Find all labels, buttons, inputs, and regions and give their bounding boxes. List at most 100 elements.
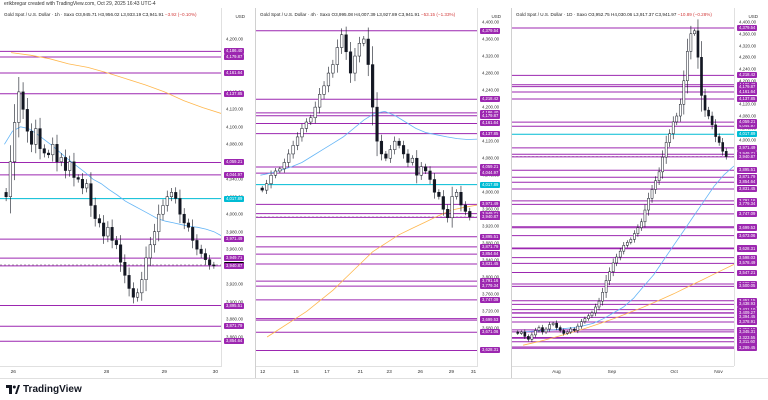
candle-body[interactable]: [131, 288, 135, 298]
candle-body[interactable]: [450, 196, 454, 219]
candle-body[interactable]: [199, 248, 203, 254]
candle-body[interactable]: [424, 166, 428, 172]
chart-pane-1h[interactable]: Gold Spot / U.S. Dollar · 1h · Saxo O3,9…: [0, 8, 256, 378]
candle-body[interactable]: [357, 43, 361, 57]
candle-body[interactable]: [717, 136, 721, 143]
candle-body[interactable]: [541, 327, 544, 333]
candle-body[interactable]: [661, 156, 664, 173]
candle-body[interactable]: [590, 312, 594, 317]
candle-body[interactable]: [68, 161, 72, 171]
candle-body[interactable]: [519, 331, 523, 334]
candle-body[interactable]: [335, 47, 339, 65]
candle-body[interactable]: [721, 142, 725, 152]
candle-body[interactable]: [114, 240, 118, 246]
candle-body[interactable]: [273, 170, 278, 176]
candle-body[interactable]: [597, 300, 601, 308]
candle-body[interactable]: [555, 322, 558, 328]
moving-average-blue[interactable]: [523, 165, 734, 333]
candle-body[interactable]: [55, 144, 59, 163]
candle-body[interactable]: [668, 133, 672, 143]
candle-body[interactable]: [437, 192, 441, 197]
candle-body[interactable]: [558, 327, 562, 331]
candle-body[interactable]: [468, 211, 472, 218]
candle-body[interactable]: [93, 205, 97, 219]
candle-body[interactable]: [576, 325, 580, 331]
candle-body[interactable]: [21, 91, 25, 110]
candle-body[interactable]: [629, 239, 633, 243]
tradingview-logo[interactable]: TradingView: [6, 383, 82, 395]
candle-body[interactable]: [191, 227, 195, 241]
candle-body[interactable]: [454, 192, 459, 197]
candle-body[interactable]: [182, 213, 186, 224]
moving-average-blue[interactable]: [260, 110, 478, 176]
candle-body[interactable]: [569, 328, 573, 333]
candle-body[interactable]: [34, 128, 38, 145]
candle-body[interactable]: [710, 115, 714, 126]
candle-body[interactable]: [326, 72, 331, 87]
candle-body[interactable]: [375, 106, 379, 142]
candle-body[interactable]: [678, 104, 682, 117]
candle-body[interactable]: [537, 327, 541, 331]
candle-body[interactable]: [344, 34, 348, 53]
candle-body[interactable]: [583, 318, 587, 322]
candle-body[interactable]: [85, 183, 89, 189]
candle-body[interactable]: [406, 153, 410, 163]
candle-body[interactable]: [608, 271, 611, 281]
candle-body[interactable]: [724, 151, 728, 157]
candle-body[interactable]: [654, 180, 657, 190]
candle-body[interactable]: [611, 262, 615, 272]
candle-body[interactable]: [393, 140, 397, 150]
candle-body[interactable]: [366, 38, 370, 65]
candle-body[interactable]: [714, 124, 717, 137]
candle-body[interactable]: [362, 38, 366, 44]
candle-body[interactable]: [110, 227, 114, 241]
candle-body[interactable]: [309, 117, 313, 123]
candle-body[interactable]: [269, 174, 273, 184]
candle-body[interactable]: [640, 221, 643, 228]
candle-body[interactable]: [527, 336, 530, 340]
candle-body[interactable]: [604, 280, 608, 293]
candle-body[interactable]: [318, 94, 322, 108]
candle-body[interactable]: [76, 177, 80, 180]
candle-body[interactable]: [63, 157, 68, 171]
candle-body[interactable]: [291, 145, 295, 155]
candle-body[interactable]: [463, 204, 467, 212]
candle-body[interactable]: [17, 91, 21, 123]
candle-body[interactable]: [140, 279, 144, 294]
candle-body[interactable]: [636, 227, 640, 234]
candle-body[interactable]: [647, 198, 650, 211]
candle-body[interactable]: [618, 250, 622, 258]
candle-body[interactable]: [657, 171, 661, 181]
candle-body[interactable]: [601, 292, 604, 302]
candle-body[interactable]: [212, 264, 216, 267]
candle-body[interactable]: [415, 157, 419, 176]
candle-body[interactable]: [551, 322, 555, 325]
time-axis[interactable]: 26 28 29 30: [0, 366, 222, 378]
candle-body[interactable]: [38, 128, 42, 149]
chart-pane-1d[interactable]: Gold Spot / U.S. Dollar · 1D · Saxo O3,9…: [512, 8, 768, 378]
time-axis[interactable]: 12 15 17 21 23 26 29 31: [256, 366, 478, 378]
candle-body[interactable]: [441, 196, 445, 210]
price-axis[interactable]: USD 4,400.00 4,360.00 4,320.00 4,280.00 4,24…: [477, 8, 511, 366]
candle-body[interactable]: [686, 51, 689, 82]
candle-body[interactable]: [102, 222, 106, 237]
candle-body[interactable]: [59, 157, 63, 163]
candle-body[interactable]: [371, 64, 375, 108]
candle-body[interactable]: [161, 205, 165, 215]
price-chart[interactable]: [512, 8, 734, 366]
candle-body[interactable]: [384, 153, 388, 159]
price-chart[interactable]: [256, 8, 478, 366]
candle-body[interactable]: [42, 148, 46, 154]
candle-body[interactable]: [178, 198, 182, 215]
candle-body[interactable]: [633, 233, 636, 240]
candle-body[interactable]: [428, 170, 432, 180]
candle-body[interactable]: [260, 187, 264, 191]
candle-body[interactable]: [300, 128, 304, 138]
candle-body[interactable]: [693, 30, 696, 35]
candle-body[interactable]: [446, 209, 450, 219]
candle-body[interactable]: [707, 109, 710, 117]
candle-body[interactable]: [304, 121, 308, 129]
candle-body[interactable]: [572, 328, 576, 331]
candle-body[interactable]: [562, 330, 566, 334]
candle-body[interactable]: [410, 157, 414, 163]
